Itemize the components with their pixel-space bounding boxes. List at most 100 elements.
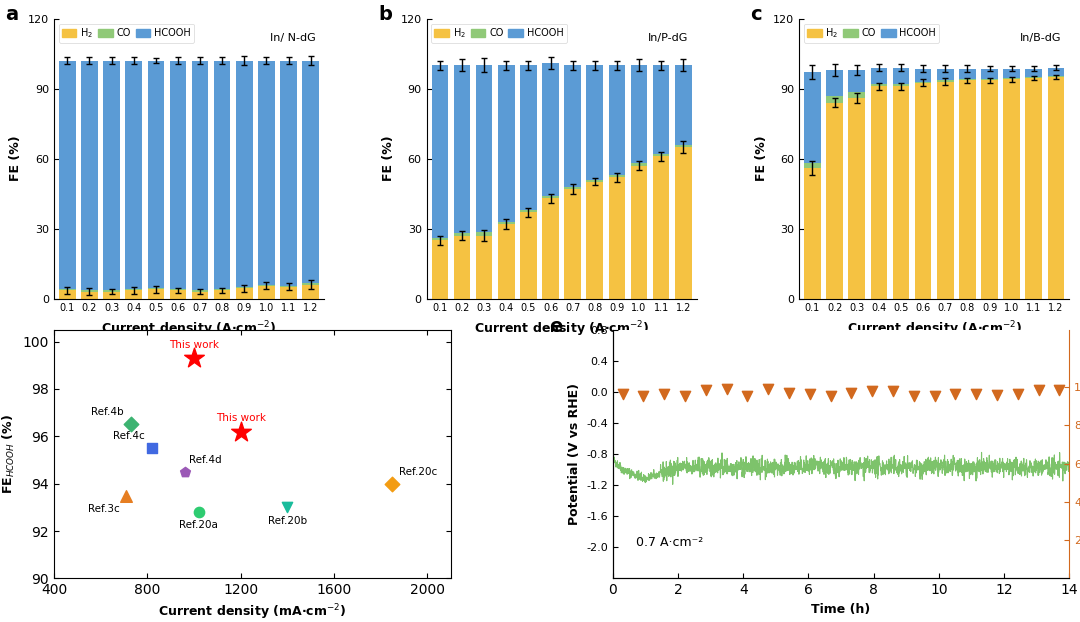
Bar bbox=[237, 288, 253, 299]
Bar bbox=[849, 70, 865, 92]
Bar bbox=[454, 233, 470, 236]
Bar bbox=[826, 96, 842, 103]
Point bbox=[988, 390, 1005, 400]
Bar bbox=[1003, 69, 1020, 78]
Bar bbox=[192, 290, 208, 292]
Bar bbox=[826, 70, 842, 96]
Bar bbox=[849, 92, 865, 98]
Bar bbox=[432, 240, 448, 299]
Text: b: b bbox=[378, 4, 392, 24]
Text: c: c bbox=[751, 4, 762, 24]
Bar bbox=[104, 61, 120, 290]
Text: In/ N-dG: In/ N-dG bbox=[270, 32, 315, 43]
Bar bbox=[675, 145, 691, 147]
Bar bbox=[81, 61, 97, 290]
Point bbox=[781, 388, 798, 397]
Bar bbox=[125, 290, 141, 299]
Y-axis label: FE (%): FE (%) bbox=[755, 136, 768, 182]
Bar bbox=[148, 61, 164, 288]
Bar bbox=[1026, 77, 1042, 78]
Bar bbox=[302, 284, 319, 285]
Text: Ref.20a: Ref.20a bbox=[179, 521, 218, 531]
Bar bbox=[170, 289, 186, 290]
X-axis label: Time (h): Time (h) bbox=[811, 603, 870, 616]
Bar bbox=[81, 290, 97, 292]
Bar bbox=[915, 83, 931, 299]
Point bbox=[1051, 384, 1068, 394]
Bar bbox=[1048, 76, 1064, 77]
Bar bbox=[521, 65, 537, 210]
Text: Ref.20b: Ref.20b bbox=[268, 516, 307, 526]
Bar bbox=[937, 81, 954, 299]
Text: a: a bbox=[5, 4, 18, 24]
Bar bbox=[631, 165, 647, 299]
Bar bbox=[1003, 79, 1020, 299]
Bar bbox=[565, 189, 581, 299]
Bar bbox=[104, 292, 120, 299]
Bar bbox=[653, 156, 670, 299]
Point bbox=[656, 389, 673, 399]
Text: Ref.4b: Ref.4b bbox=[92, 407, 124, 417]
Bar bbox=[542, 198, 558, 299]
Bar bbox=[170, 290, 186, 299]
Y-axis label: FE (%): FE (%) bbox=[10, 136, 23, 182]
Bar bbox=[805, 168, 821, 299]
Bar bbox=[521, 212, 537, 299]
Bar bbox=[565, 65, 581, 187]
Bar bbox=[59, 289, 76, 290]
Bar bbox=[893, 86, 909, 299]
Y-axis label: FE (%): FE (%) bbox=[382, 136, 395, 182]
Point bbox=[759, 384, 777, 394]
Point bbox=[190, 507, 207, 517]
Bar bbox=[170, 61, 186, 289]
Bar bbox=[542, 63, 558, 196]
Point bbox=[885, 386, 902, 396]
X-axis label: Current density (A·cm$^{-2}$): Current density (A·cm$^{-2}$) bbox=[102, 319, 276, 338]
Bar bbox=[631, 65, 647, 163]
Bar bbox=[498, 65, 514, 221]
Point bbox=[176, 467, 193, 477]
Bar bbox=[1003, 78, 1020, 79]
Text: Ref.4c: Ref.4c bbox=[113, 431, 145, 441]
Bar bbox=[432, 65, 448, 238]
Text: Ref.4d: Ref.4d bbox=[189, 455, 222, 465]
Bar bbox=[826, 103, 842, 299]
Bar bbox=[959, 80, 975, 299]
Bar bbox=[870, 84, 887, 86]
Bar bbox=[982, 79, 998, 80]
Bar bbox=[192, 61, 208, 290]
Bar bbox=[893, 84, 909, 86]
Text: Ref.20c: Ref.20c bbox=[400, 466, 437, 476]
Bar bbox=[125, 61, 141, 289]
Point bbox=[122, 419, 139, 429]
Bar bbox=[937, 69, 954, 80]
Point bbox=[1030, 386, 1048, 396]
Bar bbox=[653, 154, 670, 156]
Bar bbox=[476, 236, 492, 299]
Bar bbox=[675, 65, 691, 145]
Point bbox=[698, 386, 715, 396]
Text: This work: This work bbox=[170, 340, 219, 350]
Point bbox=[842, 388, 860, 398]
Bar bbox=[258, 285, 274, 299]
Bar bbox=[454, 236, 470, 299]
Text: e: e bbox=[549, 317, 563, 337]
Bar bbox=[805, 72, 821, 163]
Y-axis label: FE$_{HCOOH}$ (%): FE$_{HCOOH}$ (%) bbox=[1, 414, 17, 494]
Bar bbox=[586, 180, 603, 182]
Point bbox=[635, 391, 652, 401]
Bar bbox=[521, 210, 537, 212]
Bar bbox=[81, 292, 97, 299]
Bar bbox=[959, 69, 975, 79]
Point bbox=[118, 491, 135, 501]
Bar bbox=[915, 81, 931, 83]
Point bbox=[279, 503, 296, 513]
Bar bbox=[675, 147, 691, 299]
Point bbox=[144, 443, 161, 453]
Bar bbox=[258, 61, 274, 285]
Point bbox=[905, 391, 922, 401]
Bar bbox=[125, 289, 141, 290]
Bar bbox=[432, 238, 448, 240]
Text: In/P-dG: In/P-dG bbox=[648, 32, 689, 43]
Legend: H$_2$, CO, HCOOH: H$_2$, CO, HCOOH bbox=[805, 24, 940, 43]
